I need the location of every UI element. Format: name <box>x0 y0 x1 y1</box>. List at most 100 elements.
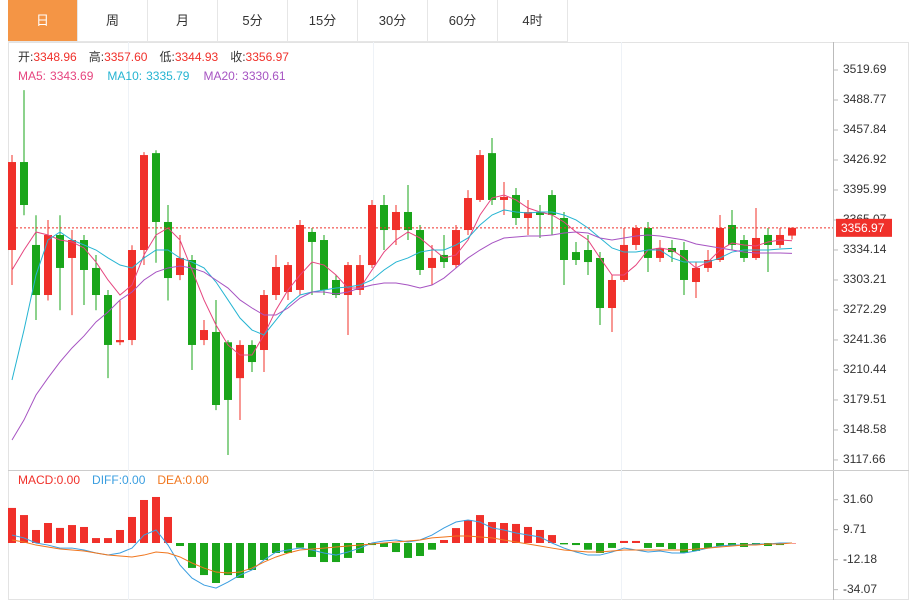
candle-body <box>224 342 232 400</box>
macd-bar <box>704 543 712 548</box>
candle-body <box>608 279 616 309</box>
y-tick-label: 3426.92 <box>843 152 887 166</box>
period-tab[interactable]: 日 <box>8 0 78 42</box>
ma-legend: MA5: 3343.69 MA10: 3335.79 MA20: 3330.61 <box>18 69 286 83</box>
macd-bar <box>392 543 400 553</box>
macd-bar <box>464 519 472 543</box>
macd-bar <box>620 540 628 543</box>
candle-body <box>380 205 388 231</box>
macd-bar <box>296 543 304 548</box>
y-tick-label: 3272.29 <box>843 302 887 316</box>
candle-body <box>488 153 496 200</box>
legend-value: 3343.69 <box>50 69 94 83</box>
candle-body <box>68 240 76 258</box>
candle-body <box>404 211 412 231</box>
last-price-label: 3356.97 <box>841 221 885 235</box>
legend-value: 3330.61 <box>242 69 286 83</box>
ohlc-readout: 开:3348.96 高:3357.60 低:3344.93 收:3356.97 <box>18 49 289 64</box>
macd-bar <box>500 523 508 543</box>
candle-body <box>476 155 484 200</box>
macd-bar <box>272 543 280 553</box>
macd-bar <box>44 523 52 543</box>
macd-bar <box>152 496 160 543</box>
macd-bar <box>248 543 256 570</box>
macd-bar <box>380 543 388 547</box>
candle-body <box>596 257 604 309</box>
macd-bar <box>20 515 28 543</box>
candle-body <box>32 244 40 296</box>
candle-body <box>524 211 532 219</box>
macd-bar <box>548 535 556 543</box>
period-tab[interactable]: 周 <box>78 0 148 42</box>
candle-body <box>536 211 544 215</box>
period-tab[interactable]: 30分 <box>358 0 428 42</box>
macd-bar <box>224 543 232 576</box>
candle-body <box>740 240 748 258</box>
y-tick-label: 3179.51 <box>843 392 887 406</box>
macd-bar <box>128 516 136 543</box>
macd-bar <box>596 543 604 553</box>
legend-value: 0.00 <box>185 473 209 487</box>
macd-legend: MACD:0.00 DIFF:0.00 DEA:0.00 <box>18 473 209 487</box>
macd-bar <box>164 516 172 543</box>
macd-bar <box>608 543 616 548</box>
candle-body <box>392 211 400 231</box>
legend-value: 0.00 <box>122 473 146 487</box>
candle-body <box>644 227 652 258</box>
candle-body <box>200 330 208 341</box>
candle-body <box>284 265 292 293</box>
candle-body <box>80 240 88 270</box>
candle-body <box>128 250 136 341</box>
candle-body <box>788 227 796 236</box>
period-tab[interactable]: 15分 <box>288 0 358 42</box>
macd-bar <box>116 529 124 543</box>
period-tab[interactable]: 4时 <box>498 0 568 42</box>
legend-name: DIFF: <box>92 473 122 487</box>
candle-body <box>332 279 340 296</box>
candle-body <box>500 196 508 200</box>
candle-body <box>620 244 628 280</box>
candle-body <box>728 224 736 245</box>
macd-bar <box>332 543 340 563</box>
candle-body <box>44 234 52 296</box>
candle-body <box>20 162 28 206</box>
macd-bar <box>176 543 184 547</box>
macd-bar <box>488 522 496 543</box>
candle-body <box>440 254 448 263</box>
legend-name: MA20: <box>203 69 238 83</box>
macd-bar <box>560 543 568 545</box>
period-tab[interactable]: 5分 <box>218 0 288 42</box>
legend-name: MACD: <box>18 473 57 487</box>
candle-body <box>344 265 352 296</box>
readout-value: 3356.97 <box>246 50 290 64</box>
indicator-line <box>11 231 793 441</box>
y-tick-label: 3303.21 <box>843 272 887 286</box>
readout-label: 低: <box>159 50 174 64</box>
readout-label: 收: <box>230 50 245 64</box>
macd-bar <box>200 543 208 576</box>
candle-body <box>368 205 376 266</box>
macd-bar <box>404 543 412 558</box>
macd-bar <box>680 543 688 553</box>
candle-body <box>248 344 256 363</box>
legend-name: DEA: <box>157 473 185 487</box>
period-tab[interactable]: 60分 <box>428 0 498 42</box>
macd-bar <box>32 529 40 543</box>
macd-bar <box>764 543 772 547</box>
macd-bar <box>440 539 448 543</box>
candle-body <box>584 250 592 263</box>
macd-bar <box>104 538 112 543</box>
y-tick-label: 3241.36 <box>843 332 887 346</box>
candle-body <box>188 260 196 345</box>
candle-body <box>560 218 568 261</box>
macd-bar <box>344 543 352 558</box>
candle-body <box>8 162 16 251</box>
readout-value: 3344.93 <box>175 50 219 64</box>
legend-value: 3335.79 <box>146 69 190 83</box>
candle-body <box>140 155 148 251</box>
macd-bar <box>728 543 736 547</box>
candle-body <box>572 252 580 261</box>
period-tab[interactable]: 月 <box>148 0 218 42</box>
